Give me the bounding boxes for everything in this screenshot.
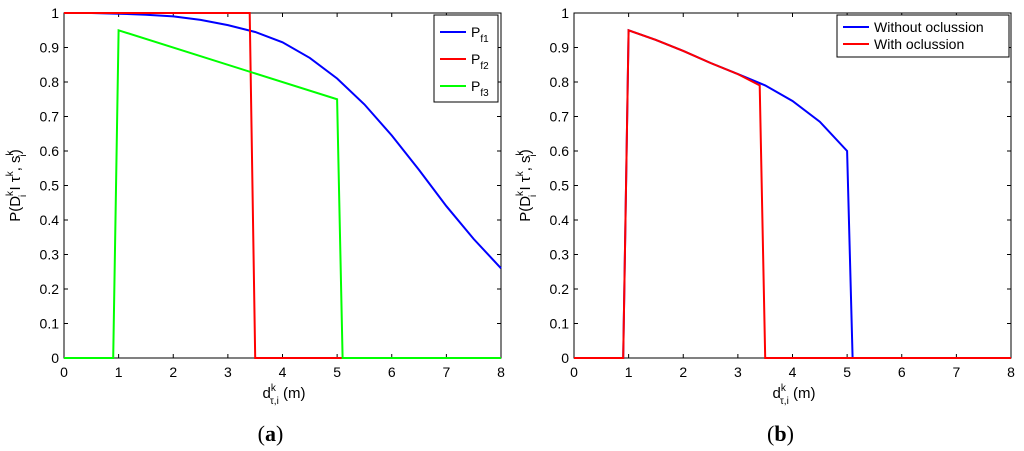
y-tick-label: 0.7 — [550, 109, 570, 125]
x-tick-label: 3 — [224, 364, 232, 380]
legend: Pf1 Pf2 Pf3 — [433, 14, 499, 103]
y-tick-label: 0 — [561, 350, 569, 366]
legend-entry: Pf2 — [471, 51, 489, 72]
x-tick-label: 5 — [333, 364, 341, 380]
x-tick-label: 8 — [1007, 364, 1015, 380]
x-tick-label: 3 — [734, 364, 742, 380]
legend-entry: Without oclussion — [874, 19, 984, 35]
y-tick-label: 0.5 — [40, 178, 60, 194]
y-tick-label: 0.6 — [550, 143, 570, 159]
y-tick-label: 0.8 — [550, 74, 570, 90]
x-tick-label: 0 — [570, 364, 578, 380]
y-axis-label: P(Dk i I τk, sk i) — [515, 149, 539, 222]
x-tick-label: 4 — [279, 364, 287, 380]
y-tick-label: 1 — [561, 5, 569, 21]
y-tick-label: 0.1 — [550, 316, 570, 332]
x-tick-label: 6 — [388, 364, 396, 380]
series-line-s1 — [574, 28, 1011, 359]
y-tick-label: 0.2 — [550, 281, 570, 297]
x-axis-label: dk τ,i (m) — [773, 383, 816, 407]
x-tick-label: 1 — [115, 364, 123, 380]
x-tick-label: 0 — [60, 364, 68, 380]
plot-area — [63, 12, 502, 359]
legend-entry: Pf3 — [471, 78, 489, 99]
x-tick-label: 4 — [789, 364, 797, 380]
x-tick-label: 8 — [497, 364, 505, 380]
x-tick-label: 7 — [952, 364, 960, 380]
x-tick-label: 1 — [625, 364, 633, 380]
panel-label: (a) — [258, 421, 284, 446]
chart-panel-a: 0 1 2 3 4 5 6 7 8 0 0.1 0.2 0.3 0.4 0.5 0.6 0.7 0.8 0.9 1 dk… — [5, 5, 505, 446]
legend-entry: With oclussion — [874, 36, 964, 52]
y-tick-label: 0.4 — [550, 212, 570, 228]
y-tick-label: 0.2 — [40, 281, 60, 297]
y-tick-label: 0.1 — [40, 316, 60, 332]
x-tick-label: 7 — [442, 364, 450, 380]
series-line-f1 — [64, 12, 502, 269]
x-tick-label: 2 — [679, 364, 687, 380]
chart-panel-b: 0 1 2 3 4 5 6 7 8 0 0.1 0.2 0.3 0.4 0.5 0.6 0.7 0.8 0.9 1 dk… — [515, 5, 1015, 446]
y-tick-label: 0.4 — [40, 212, 60, 228]
legend-box — [836, 14, 1010, 58]
legend-entry: Pf1 — [471, 24, 489, 45]
series-line-f3 — [64, 28, 501, 359]
y-tick-label: 0.3 — [40, 247, 60, 263]
x-tick-label: 2 — [169, 364, 177, 380]
y-tick-label: 0.5 — [550, 178, 570, 194]
y-tick-label: 0.9 — [550, 40, 570, 56]
y-tick-label: 0.8 — [40, 74, 60, 90]
y-tick-label: 0.6 — [40, 143, 60, 159]
plot-area — [573, 12, 1012, 359]
y-tick-label: 0.7 — [40, 109, 60, 125]
x-tick-label: 5 — [843, 364, 851, 380]
panel-label: (b) — [767, 421, 794, 446]
y-tick-label: 0.3 — [550, 247, 570, 263]
y-tick-label: 0.9 — [40, 40, 60, 56]
y-tick-label: 1 — [51, 5, 59, 21]
y-tick-label: 0 — [51, 350, 59, 366]
y-axis-label: P(Dk i I τk, sk i) — [5, 149, 29, 222]
x-tick-label: 6 — [898, 364, 906, 380]
x-axis-label: dk τ,i (m) — [263, 383, 306, 407]
